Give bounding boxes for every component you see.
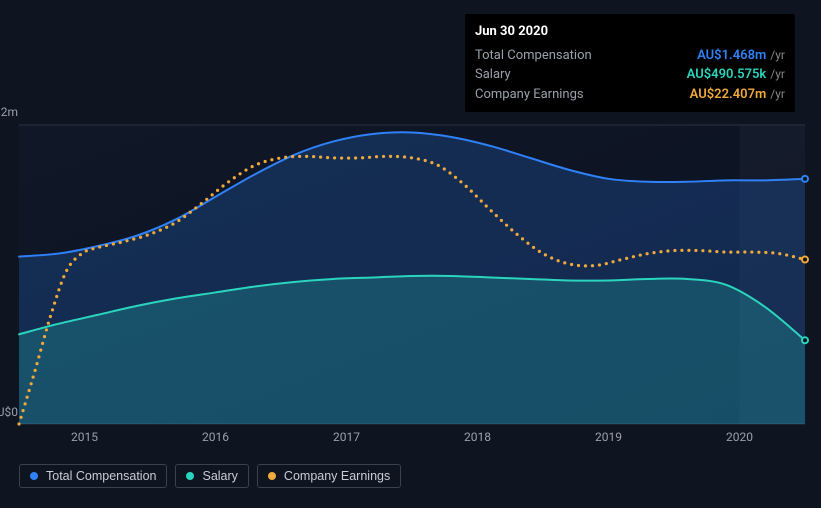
legend-item-company-earnings[interactable]: Company Earnings bbox=[257, 464, 401, 488]
legend-swatch-icon bbox=[268, 472, 276, 480]
legend-swatch-icon bbox=[30, 472, 38, 480]
legend-item-label: Salary bbox=[202, 469, 237, 483]
legend-swatch-icon bbox=[186, 472, 194, 480]
tooltip-row: Salary AU$490.575k/yr bbox=[475, 65, 785, 85]
hover-tooltip: Jun 30 2020 Total Compensation AU$1.468m/… bbox=[465, 14, 795, 112]
x-tick-label: 2015 bbox=[71, 430, 98, 444]
y-tick-label-max: AU$2m bbox=[0, 105, 18, 119]
tooltip-row-label: Salary bbox=[475, 65, 511, 85]
x-tick-label: 2020 bbox=[726, 430, 753, 444]
legend-item-total-compensation[interactable]: Total Compensation bbox=[19, 464, 167, 488]
x-tick-label: 2019 bbox=[595, 430, 622, 444]
tooltip-row: Total Compensation AU$1.468m/yr bbox=[475, 46, 785, 66]
tooltip-row-value: AU$490.575k/yr bbox=[687, 65, 785, 85]
tooltip-row-label: Total Compensation bbox=[475, 46, 592, 66]
y-tick-label-min: AU$0 bbox=[0, 405, 18, 419]
legend-item-salary[interactable]: Salary bbox=[175, 464, 248, 488]
legend-item-label: Company Earnings bbox=[284, 469, 390, 483]
x-tick-label: 2017 bbox=[333, 430, 360, 444]
tooltip-row-value: AU$1.468m/yr bbox=[697, 46, 785, 66]
chart-legend: Total Compensation Salary Company Earnings bbox=[19, 464, 401, 488]
legend-item-label: Total Compensation bbox=[46, 469, 156, 483]
tooltip-row-value: AU$22.407m/yr bbox=[690, 85, 785, 105]
tooltip-row: Company Earnings AU$22.407m/yr bbox=[475, 85, 785, 105]
tooltip-date: Jun 30 2020 bbox=[475, 22, 785, 42]
tooltip-row-label: Company Earnings bbox=[475, 85, 584, 105]
x-tick-label: 2016 bbox=[202, 430, 229, 444]
x-tick-label: 2018 bbox=[464, 430, 491, 444]
